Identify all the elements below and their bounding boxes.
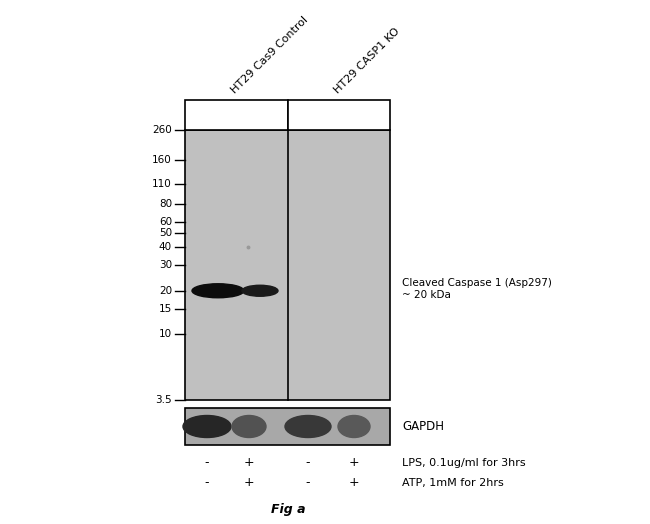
Text: 40: 40 (159, 242, 172, 253)
Text: 20: 20 (159, 286, 172, 296)
Ellipse shape (192, 284, 244, 298)
Ellipse shape (232, 416, 266, 438)
Text: +: + (348, 456, 359, 470)
Text: HT29 CASP1 KO: HT29 CASP1 KO (332, 26, 401, 95)
Text: -: - (306, 476, 310, 489)
Text: ATP, 1mM for 2hrs: ATP, 1mM for 2hrs (402, 478, 504, 488)
Text: LPS, 0.1ug/ml for 3hrs: LPS, 0.1ug/ml for 3hrs (402, 458, 526, 468)
Bar (288, 100, 390, 130)
Text: 60: 60 (159, 217, 172, 227)
Ellipse shape (242, 285, 278, 296)
Text: -: - (306, 456, 310, 470)
Text: 30: 30 (159, 260, 172, 270)
Text: 260: 260 (152, 125, 172, 135)
Text: Fig a: Fig a (271, 504, 306, 517)
Text: 110: 110 (152, 179, 172, 189)
Text: Cleaved Caspase 1 (Asp297)
~ 20 kDa: Cleaved Caspase 1 (Asp297) ~ 20 kDa (402, 278, 552, 300)
Text: 15: 15 (159, 304, 172, 314)
Text: GAPDH: GAPDH (402, 420, 444, 433)
Text: +: + (244, 476, 254, 489)
Text: -: - (205, 476, 209, 489)
Text: 3.5: 3.5 (155, 395, 172, 405)
Ellipse shape (338, 416, 370, 438)
Ellipse shape (285, 416, 331, 438)
Text: HT29 Cas9 Control: HT29 Cas9 Control (229, 14, 309, 95)
Ellipse shape (183, 416, 231, 438)
Text: 10: 10 (159, 329, 172, 339)
Bar (185, 408, 390, 445)
Text: +: + (244, 456, 254, 470)
Text: 160: 160 (152, 156, 172, 166)
Text: -: - (205, 456, 209, 470)
Text: +: + (348, 476, 359, 489)
Bar (185, 130, 390, 400)
Text: 50: 50 (159, 228, 172, 238)
Bar (185, 100, 288, 130)
Text: 80: 80 (159, 199, 172, 209)
